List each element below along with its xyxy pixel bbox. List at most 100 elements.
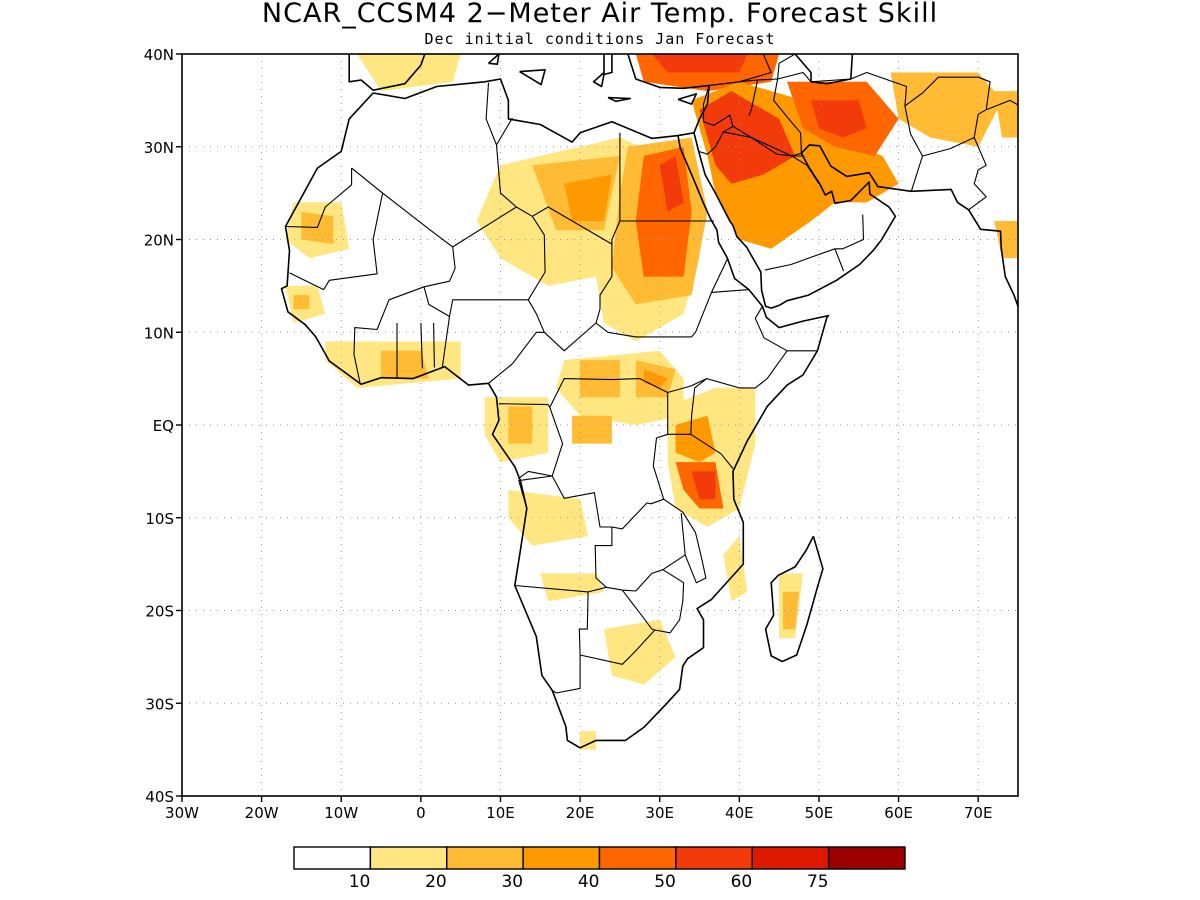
coastline: [677, 93, 698, 105]
coastline: [697, 144, 1018, 309]
country-border: [711, 289, 749, 293]
skill-region-34: [699, 91, 796, 184]
country-border: [579, 569, 685, 665]
country-border: [527, 216, 597, 352]
skill-region-18: [572, 415, 612, 444]
coastline: [280, 92, 830, 749]
skill-region-13: [580, 360, 620, 398]
skill-region-8: [564, 174, 612, 221]
figure-subtitle: Dec initial conditions Jan Forecast: [424, 30, 775, 48]
colorbar-swatch-5: [675, 846, 753, 870]
country-border: [433, 322, 435, 368]
x-tick-label: 20W: [245, 804, 279, 822]
y-tick-label: 40S: [145, 788, 174, 806]
country-border: [498, 350, 818, 408]
colorbar-swatch-2: [446, 846, 524, 870]
coastline: [592, 54, 613, 88]
colorbar-label: 75: [807, 872, 829, 892]
y-tick-label: 20S: [145, 603, 174, 621]
colorbar-swatch-4: [598, 846, 677, 870]
country-border: [968, 137, 987, 211]
coastline: [794, 54, 854, 85]
country-border: [441, 316, 451, 367]
x-tick-label: 20E: [566, 804, 595, 822]
x-tick-label: 30E: [645, 804, 674, 822]
country-border: [595, 244, 692, 338]
country-border: [690, 378, 708, 435]
coastlines: [280, 54, 1018, 749]
country-border: [709, 54, 772, 87]
longitude-axis: 30W 20W 10W 0 10E 20E 30E 40E 50E 60E 70E: [165, 796, 992, 822]
x-tick-label: 30W: [165, 804, 199, 822]
colorbar-swatch-6: [751, 846, 830, 870]
x-tick-label: 60E: [884, 804, 913, 822]
colorbar: 10 20 30 40 50 60 75: [293, 846, 906, 892]
country-border: [985, 99, 1018, 111]
colorbar-label: 30: [501, 872, 523, 892]
coastline: [693, 132, 700, 152]
coastline: [487, 54, 500, 65]
y-tick-label: 10S: [145, 510, 174, 528]
country-border: [485, 82, 498, 146]
figure-title: NCAR_CCSM4 2−Meter Air Temp. Forecast Sk…: [262, 0, 938, 29]
x-tick-label: 40E: [725, 804, 754, 822]
country-border: [611, 498, 664, 530]
y-tick-label: 10N: [144, 324, 174, 342]
coastline: [519, 69, 546, 86]
y-tick-label: EQ: [153, 417, 174, 435]
country-border: [834, 248, 845, 272]
skill-region-37: [890, 72, 1003, 147]
country-border: [621, 589, 656, 631]
gridlines: [182, 54, 1018, 796]
latitude-axis: 40N 30N 20N 10N EQ 10S 20S 30S 40S: [144, 46, 182, 806]
skill-region-30: [357, 54, 461, 92]
country-border: [488, 331, 545, 384]
skill-region-36: [811, 100, 867, 138]
country-border: [289, 192, 384, 291]
coastline: [764, 535, 824, 663]
country-border: [452, 206, 517, 248]
country-border: [652, 392, 707, 584]
skill-region-22: [691, 471, 716, 500]
coastline: [607, 96, 632, 103]
country-border: [723, 131, 803, 157]
colorbar-label: 60: [731, 872, 753, 892]
country-border: [496, 117, 513, 146]
skill-region-23: [508, 489, 589, 546]
skill-region-5: [381, 350, 429, 379]
colorbar-swatch-0: [293, 846, 372, 870]
country-border: [667, 433, 734, 469]
colorbar-label: 10: [349, 872, 371, 892]
x-tick-label: 50E: [805, 804, 834, 822]
skill-region-25: [604, 619, 676, 685]
coastline: [372, 54, 710, 143]
skill-region-3: [293, 295, 310, 310]
country-border: [420, 322, 423, 369]
skill-region-20: [675, 415, 716, 463]
y-tick-label: 30N: [144, 139, 174, 157]
country-border: [351, 167, 456, 385]
country-border: [702, 78, 802, 157]
y-tick-label: 40N: [144, 46, 174, 64]
map-area: [181, 53, 1019, 797]
country-border: [904, 76, 991, 157]
y-tick-label: 20N: [144, 232, 174, 250]
skill-region-11: [659, 156, 684, 212]
country-border: [698, 125, 734, 155]
colorbar-swatch-3: [522, 846, 601, 870]
y-tick-label: 30S: [145, 695, 174, 713]
country-border: [423, 286, 529, 318]
colorbar-label: 20: [425, 872, 447, 892]
colorbar-label: 40: [578, 872, 600, 892]
country-border: [748, 79, 759, 117]
skill-region-32: [651, 54, 748, 73]
skill-region-38: [994, 91, 1018, 138]
colorbar-label: 50: [654, 872, 676, 892]
country-border: [517, 470, 686, 592]
colorbar-swatch-7: [827, 846, 906, 870]
country-border: [777, 54, 796, 80]
country-border: [691, 258, 728, 338]
skill-region-17: [508, 406, 533, 444]
x-tick-label: 70E: [964, 804, 993, 822]
